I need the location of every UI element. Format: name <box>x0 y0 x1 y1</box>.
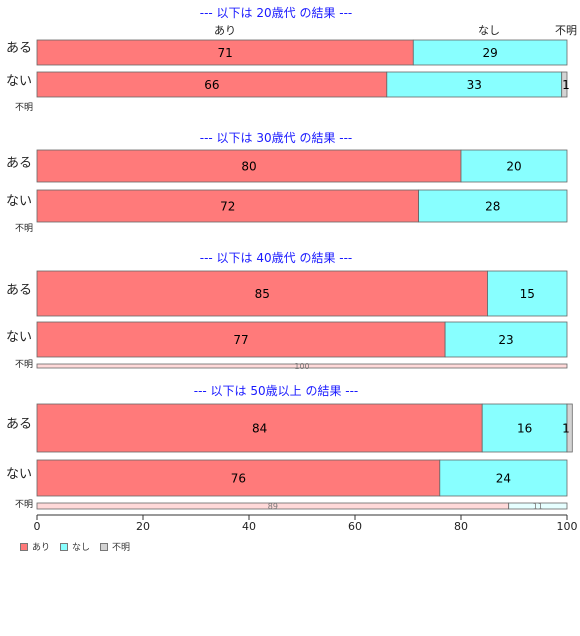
legend-label-nashi: なし <box>72 543 91 553</box>
x-tick-label-5: 100 <box>557 520 578 533</box>
legend-item-nashi: なし <box>60 540 90 553</box>
value-label-2-1-1: 23 <box>498 333 513 347</box>
bar-segment-3-0-2 <box>566 403 573 453</box>
bar-segment-0-0-1 <box>412 39 568 66</box>
bar-segment-3-0-0 <box>36 403 483 453</box>
row-label-3-1: ない <box>6 467 32 482</box>
value-label-2-0-0: 85 <box>255 287 270 301</box>
row-label-2-1: ない <box>6 330 32 345</box>
bar-segment-2-2-0 <box>36 363 568 369</box>
bar-segment-2-0-0 <box>36 270 488 317</box>
value-label-0-1-2: 1 <box>562 78 570 92</box>
top-series-label-0: あり <box>214 24 236 37</box>
value-label-1-0-0: 80 <box>241 160 256 174</box>
value-label-1-1-1: 28 <box>485 200 500 214</box>
legend-item-fumei: 不明 <box>100 540 130 553</box>
legend-swatch-fumei <box>100 542 109 551</box>
top-series-label-2: 不明 <box>555 24 577 37</box>
row-label-1-1: ない <box>6 194 32 209</box>
bar-segment-2-1-0 <box>36 321 446 358</box>
value-label-2-2-0: 100 <box>294 362 309 371</box>
bar-segment-2-1-1 <box>444 321 568 358</box>
x-tick-label-2: 40 <box>242 520 256 533</box>
bar-segment-1-1-0 <box>36 189 420 223</box>
row-label-0-0: ある <box>6 41 32 56</box>
value-label-1-0-1: 20 <box>506 160 521 174</box>
x-tick-label-4: 80 <box>454 520 468 533</box>
chart-legend: あり なし 不明 <box>20 540 130 553</box>
bar-segment-3-0-1 <box>481 403 568 453</box>
value-label-2-1-0: 77 <box>233 333 248 347</box>
row-label-3-2: 不明 <box>15 499 33 510</box>
row-label-0-2: 不明 <box>15 102 33 113</box>
row-label-1-2: 不明 <box>15 223 33 234</box>
value-label-0-1-1: 33 <box>467 78 482 92</box>
bar-segment-0-0-0 <box>36 39 414 66</box>
bar-segment-0-1-0 <box>36 71 388 98</box>
panel-title-2: --- 以下は 40歳代 の結果 --- <box>200 251 353 265</box>
row-label-2-0: ある <box>6 283 32 298</box>
bar-segment-1-0-1 <box>460 149 568 183</box>
panel-title-0: --- 以下は 20歳代 の結果 --- <box>200 6 353 20</box>
x-tick-label-3: 60 <box>348 520 362 533</box>
value-label-3-0-2: 1 <box>562 422 570 436</box>
value-label-3-0-1: 16 <box>517 422 532 436</box>
bar-segment-0-1-1 <box>386 71 563 98</box>
bar-segment-3-1-1 <box>439 459 568 497</box>
legend-label-fumei: 不明 <box>112 543 131 553</box>
x-tick-label-0: 0 <box>34 520 41 533</box>
legend-item-ari: あり <box>20 540 50 553</box>
value-label-0-0-1: 29 <box>483 46 498 60</box>
panel-title-3: --- 以下は 50歳以上 の結果 --- <box>194 384 359 398</box>
bar-segment-1-1-1 <box>418 189 568 223</box>
value-label-3-1-0: 76 <box>231 472 246 486</box>
top-series-label-1: なし <box>478 24 500 37</box>
row-label-0-1: ない <box>6 74 32 89</box>
value-label-0-1-0: 66 <box>204 78 219 92</box>
value-label-3-0-0: 84 <box>252 422 267 436</box>
legend-swatch-nashi <box>60 542 69 551</box>
value-label-3-2-0: 89 <box>268 502 278 511</box>
legend-swatch-ari <box>20 542 28 551</box>
value-label-3-1-1: 24 <box>496 472 511 486</box>
row-label-3-0: ある <box>6 417 32 432</box>
legend-label-ari: あり <box>32 543 51 553</box>
bar-segment-3-2-1 <box>508 502 568 510</box>
row-label-2-2: 不明 <box>15 359 33 370</box>
bar-segment-2-0-1 <box>487 270 568 317</box>
bar-segment-0-1-2 <box>561 71 568 98</box>
value-label-0-0-0: 71 <box>218 46 233 60</box>
panel-title-1: --- 以下は 30歳代 の結果 --- <box>200 131 353 145</box>
bar-segment-1-0-0 <box>36 149 462 183</box>
value-label-1-1-0: 72 <box>220 200 235 214</box>
row-label-1-0: ある <box>6 156 32 171</box>
value-label-2-0-1: 15 <box>520 287 535 301</box>
x-tick-label-1: 20 <box>136 520 150 533</box>
value-label-3-2-1: 11 <box>533 502 543 511</box>
